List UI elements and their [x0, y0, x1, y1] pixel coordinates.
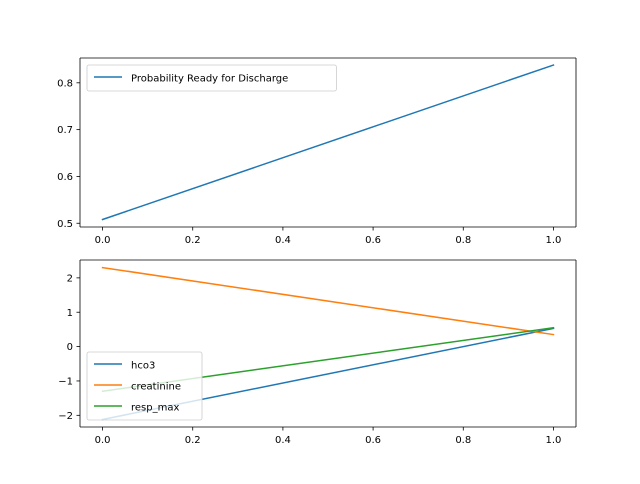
chart0-y-tick-label: 0.7	[57, 125, 73, 136]
top-chart: 0.0 0.2 0.4 0.6 0.8 1.0 0.5 0.6 0.7 0.8 Probabilit…	[57, 57, 577, 246]
chart0-x-tick-label: 0.6	[365, 235, 381, 246]
chart0-x-tick-label: 0.8	[455, 235, 471, 246]
bottom-chart: 0.0 0.2 0.4 0.6 0.8 1.0 2 1 0 −1 −2 hco3 creatinine r…	[58, 259, 577, 446]
chart1-x-tick-label: 1.0	[546, 435, 562, 446]
chart0-x-tick-label: 1.0	[546, 235, 562, 246]
chart0-y-tick-label: 0.8	[57, 78, 73, 89]
chart0-series-line-probability-ready-for-discharge	[101, 64, 555, 221]
chart1-x-tick-label: 0.6	[365, 435, 381, 446]
chart1-legend-box	[86, 351, 203, 421]
chart1-series-line-creatinine	[101, 266, 555, 336]
chart1-y-tick-label: 0	[67, 342, 73, 353]
chart0-x-tick-label: 0.4	[275, 235, 291, 246]
chart0-y-tick-label: 0.6	[57, 172, 73, 183]
chart0-x-tick-label: 0.0	[95, 235, 111, 246]
chart0-x-tick-label: 0.2	[185, 235, 201, 246]
chart1-x-tick-label: 0.4	[275, 435, 291, 446]
chart0-y-tick-label: 0.5	[57, 219, 73, 230]
chart1-y-tick-label: −2	[58, 411, 73, 422]
chart1-x-tick-label: 0.2	[185, 435, 201, 446]
chart0-legend-label: Probability Ready for Discharge	[131, 74, 288, 85]
chart1-y-tick-label: 1	[67, 308, 73, 319]
chart1-legend-label: hco3	[131, 361, 155, 372]
chart1-x-tick-label: 0.0	[95, 435, 111, 446]
chart1-y-tick-label: 2	[67, 273, 73, 284]
chart1-x-tick-label: 0.8	[455, 435, 471, 446]
chart1-y-tick-label: −1	[58, 377, 73, 388]
chart0-legend-box	[86, 64, 337, 92]
chart1-legend-label: resp_max	[131, 403, 179, 414]
chart1-legend-label: creatinine	[131, 382, 181, 393]
